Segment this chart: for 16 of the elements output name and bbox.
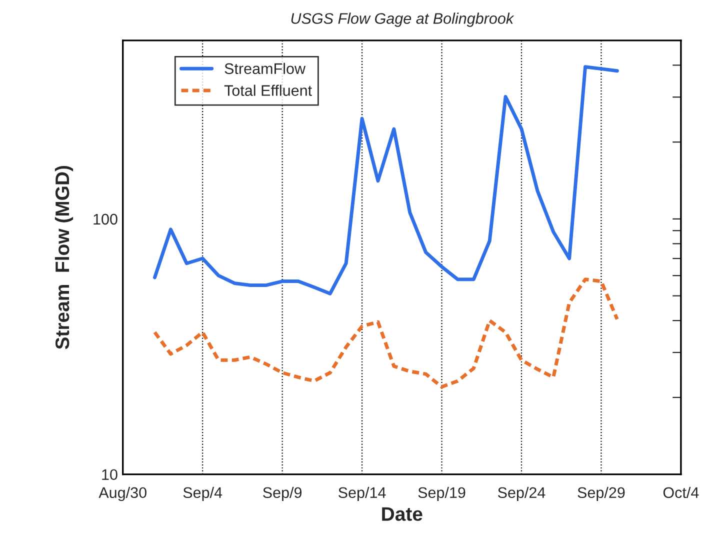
x-tick-label: Sep/29 [578, 486, 625, 502]
x-axis-title: Date [382, 507, 422, 521]
y-tick-label: 10 [102, 469, 118, 480]
y-axis-title: Stream Flow (MGD) [54, 166, 74, 350]
line-series [153, 278, 619, 389]
x-tick-label: Sep/9 [263, 486, 302, 502]
x-tick-label: Sep/19 [418, 486, 466, 502]
x-tick-label: Sep/24 [498, 486, 546, 502]
y-tick-label: 100 [94, 214, 118, 225]
x-tick-label: Oct/4 [663, 486, 699, 498]
x-tick-label: Sep/4 [183, 486, 222, 502]
x-tick-label: Aug/30 [98, 486, 146, 502]
x-tick-label: Sep/14 [338, 486, 386, 502]
chart-title: USGS Flow Gage at Bolingbrook [291, 12, 514, 27]
legend-label: StreamFlow [224, 62, 306, 74]
legend-label: Total Effluent [224, 84, 312, 96]
